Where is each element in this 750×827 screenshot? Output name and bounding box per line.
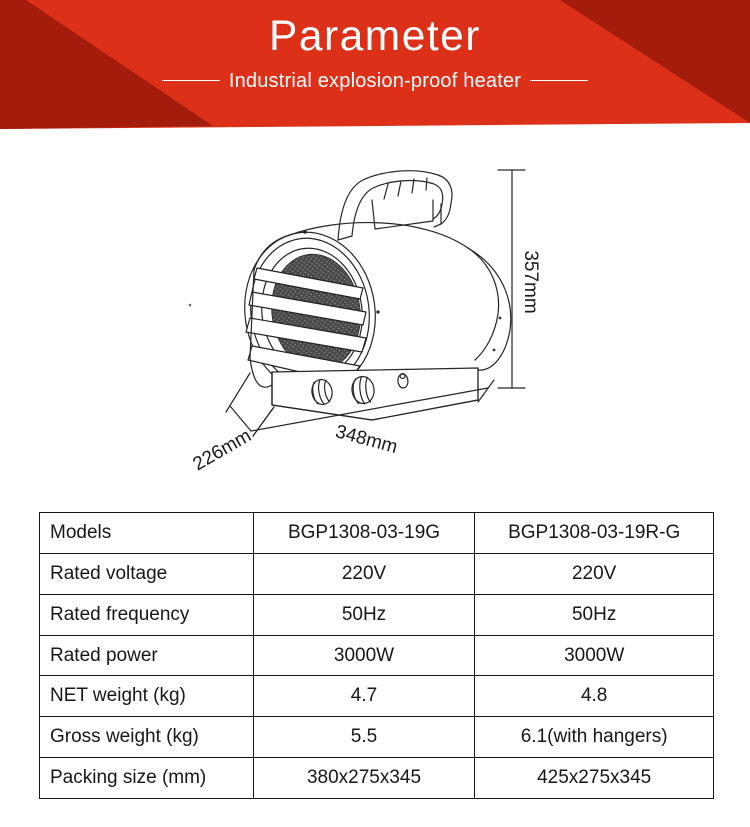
svg-text:348mm: 348mm [333, 421, 400, 458]
svg-text:226mm: 226mm [190, 425, 255, 475]
svg-text:357mm: 357mm [520, 250, 541, 313]
